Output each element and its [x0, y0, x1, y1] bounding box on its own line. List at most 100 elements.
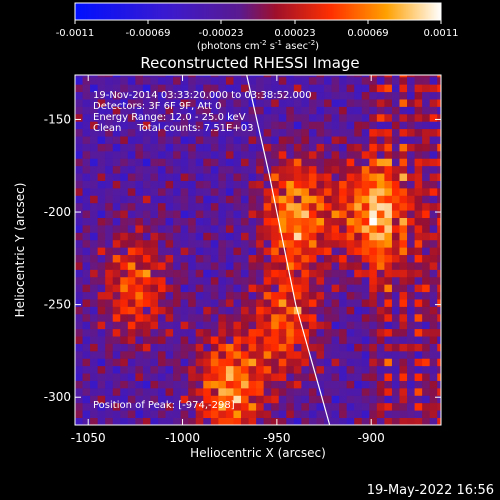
heatmap-cell: [90, 306, 99, 315]
heatmap-cell: [293, 180, 302, 189]
heatmap-cell: [324, 180, 332, 189]
heatmap-cell: [293, 410, 302, 418]
heatmap-cell: [429, 387, 438, 396]
heatmap-cell: [173, 225, 182, 233]
heatmap-cell: [173, 210, 182, 218]
heatmap-cell: [384, 373, 393, 381]
heatmap-cell: [346, 254, 355, 263]
heatmap-cell: [316, 106, 325, 115]
heatmap-cell: [391, 232, 400, 241]
heatmap-cell: [414, 358, 423, 367]
heatmap-cell: [278, 225, 287, 233]
heatmap-cell: [218, 121, 227, 130]
heatmap-cell: [173, 306, 182, 315]
heatmap-cell: [82, 343, 91, 352]
heatmap-cell: [286, 210, 295, 218]
colorbar-tick-label-3: 0.00023: [274, 28, 315, 39]
heatmap-cell: [150, 128, 159, 137]
heatmap-cell: [384, 358, 393, 367]
heatmap-cell: [263, 195, 272, 204]
heatmap-cell: [135, 269, 144, 278]
heatmap-cell: [210, 395, 219, 404]
heatmap-cell: [414, 143, 423, 152]
heatmap-cell: [414, 321, 423, 330]
heatmap-cell: [301, 321, 310, 330]
heatmap-cell: [112, 136, 121, 144]
heatmap-cell: [248, 239, 257, 248]
heatmap-cell: [263, 75, 272, 78]
heatmap-cell: [407, 373, 415, 381]
heatmap-cell: [278, 187, 287, 196]
heatmap-cell: [324, 143, 332, 152]
heatmap-cell: [218, 143, 227, 152]
heatmap-cell: [97, 91, 106, 100]
heatmap-cell: [263, 321, 272, 330]
heatmap-cell: [127, 365, 136, 374]
heatmap-cell: [188, 106, 197, 115]
heatmap-cell: [97, 417, 106, 425]
heatmap-cell: [422, 99, 431, 107]
heatmap-cell: [210, 121, 219, 130]
heatmap-cell: [225, 350, 234, 359]
heatmap-cell: [210, 343, 219, 352]
heatmap-cell: [429, 313, 438, 322]
heatmap-cell: [407, 262, 415, 270]
heatmap-cell: [263, 358, 272, 367]
heatmap-cell: [271, 291, 280, 300]
heatmap-cell: [188, 217, 197, 226]
heatmap-cell: [218, 402, 227, 411]
heatmap-cell: [75, 402, 83, 411]
heatmap-cell: [437, 75, 441, 78]
heatmap-cell: [203, 150, 212, 159]
heatmap-cell: [278, 395, 287, 404]
heatmap-cell: [256, 180, 265, 189]
heatmap-cell: [331, 291, 340, 300]
heatmap-cell: [399, 173, 408, 181]
heatmap-cell: [399, 358, 408, 367]
heatmap-cell: [407, 106, 415, 115]
heatmap-cell: [301, 380, 310, 389]
heatmap-cell: [399, 91, 408, 100]
heatmap-cell: [158, 136, 166, 144]
heatmap-cell: [112, 217, 121, 226]
heatmap-cell: [82, 136, 91, 144]
heatmap-cell: [361, 99, 370, 107]
heatmap-cell: [112, 195, 121, 204]
heatmap-cell: [135, 410, 144, 418]
heatmap-cell: [384, 128, 393, 137]
heatmap-cell: [293, 76, 302, 85]
heatmap-cell: [301, 269, 310, 278]
heatmap-cell: [384, 195, 393, 204]
heatmap-cell: [407, 291, 415, 300]
heatmap-cell: [180, 276, 189, 285]
heatmap-cell: [127, 336, 136, 344]
heatmap-cell: [203, 380, 212, 389]
heatmap-cell: [346, 365, 355, 374]
heatmap-cell: [316, 239, 325, 248]
heatmap-cell: [429, 121, 438, 130]
heatmap-cell: [218, 350, 227, 359]
heatmap-cell: [429, 291, 438, 300]
heatmap-cell: [256, 158, 265, 167]
heatmap-cell: [346, 173, 355, 181]
heatmap-cell: [384, 173, 393, 181]
heatmap-cell: [301, 262, 310, 270]
heatmap-cell: [422, 343, 431, 352]
heatmap-cell: [165, 358, 174, 367]
heatmap-cell: [90, 239, 99, 248]
heatmap-cell: [316, 254, 325, 263]
heatmap-cell: [203, 225, 212, 233]
heatmap-cell: [278, 158, 287, 167]
heatmap-cell: [391, 387, 400, 396]
heatmap-cell: [188, 313, 197, 322]
heatmap-cell: [339, 210, 348, 218]
heatmap-cell: [97, 217, 106, 226]
heatmap-cell: [376, 165, 385, 174]
heatmap-cell: [331, 402, 340, 411]
heatmap-cell: [225, 91, 234, 100]
heatmap-cell: [75, 180, 83, 189]
heatmap-cell: [241, 150, 249, 159]
heatmap-cell: [263, 217, 272, 226]
heatmap-cell: [165, 336, 174, 344]
heatmap-cell: [188, 262, 197, 270]
